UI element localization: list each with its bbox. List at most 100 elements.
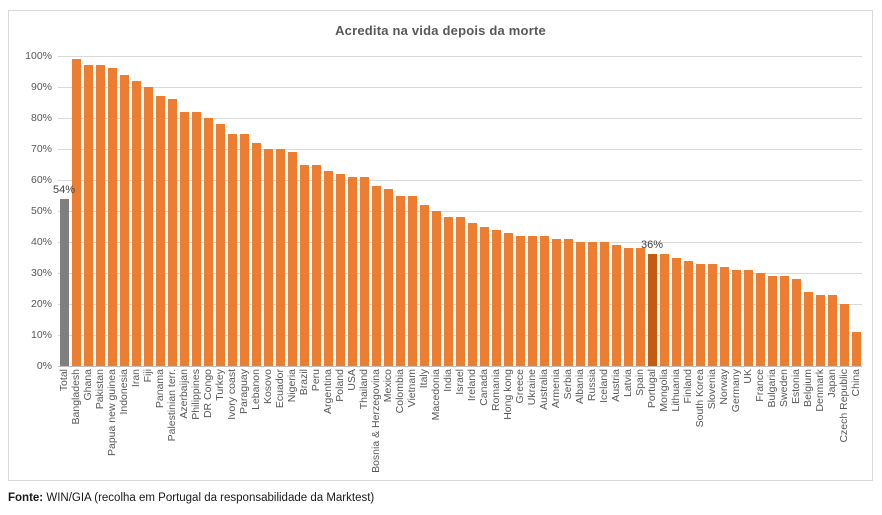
source-note: Fonte: WIN/GIA (recolha em Portugal da r… xyxy=(8,492,374,504)
bar-vietnam xyxy=(407,195,417,366)
x-label-ukraine: Ukraine xyxy=(526,369,538,406)
bar-ivory-coast xyxy=(227,133,237,366)
x-label-lebanon: Lebanon xyxy=(250,369,262,410)
bar-czech-republic xyxy=(839,304,849,366)
y-tick-label-0: 0% xyxy=(36,360,52,372)
bar-uk xyxy=(743,269,753,366)
bar-palestinian-terr xyxy=(167,99,177,366)
bar-japan xyxy=(827,294,837,366)
x-label-fiji: Fiji xyxy=(142,369,154,383)
x-label-germany: Germany xyxy=(730,369,742,413)
x-label-france: France xyxy=(754,369,766,402)
gridline-0 xyxy=(58,366,862,367)
bar-panama xyxy=(155,96,165,366)
bar-fiji xyxy=(143,87,153,366)
x-label-philippines: Philippines xyxy=(190,369,202,420)
x-label-ecuador: Ecuador xyxy=(274,369,286,409)
bar-lebanon xyxy=(251,142,261,366)
x-label-ireland: Ireland xyxy=(466,369,478,402)
bar-india xyxy=(443,217,453,366)
x-label-japan: Japan xyxy=(826,369,838,398)
x-label-latvia: Latvia xyxy=(622,369,634,398)
x-label-albania: Albania xyxy=(574,369,586,405)
y-tick-label-90: 90% xyxy=(30,81,52,93)
bar-bulgaria xyxy=(767,276,777,366)
x-label-mongolia: Mongolia xyxy=(658,369,670,412)
x-label-israel: Israel xyxy=(454,369,466,395)
bar-iceland xyxy=(599,242,609,366)
x-label-italy: Italy xyxy=(418,369,430,389)
bar-russia xyxy=(587,242,597,366)
bar-mexico xyxy=(383,189,393,366)
x-label-ivory-coast: Ivory coast xyxy=(226,369,238,420)
data-label-portugal: 36% xyxy=(640,239,664,252)
x-label-belgium: Belgium xyxy=(802,369,814,407)
bar-norway xyxy=(719,266,729,366)
bar-mongolia xyxy=(659,254,669,366)
bar-austria xyxy=(611,245,621,366)
x-label-greece: Greece xyxy=(514,369,526,404)
bar-armenia xyxy=(551,238,561,366)
bar-ireland xyxy=(467,223,477,366)
bar-canada xyxy=(479,226,489,366)
x-label-iran: Iran xyxy=(130,369,142,388)
x-label-south-korea: South Korea xyxy=(694,369,706,428)
y-tick-label-30: 30% xyxy=(30,267,52,279)
bar-belgium xyxy=(803,291,813,366)
bar-nigeria xyxy=(287,152,297,366)
data-label-total: 54% xyxy=(52,183,76,196)
y-tick-label-10: 10% xyxy=(30,329,52,341)
x-label-macedonia: Macedonia xyxy=(430,369,442,421)
bar-serbia xyxy=(563,238,573,366)
x-label-paraguay: Paraguay xyxy=(238,369,250,414)
y-tick-label-60: 60% xyxy=(30,174,52,186)
bar-kosovo xyxy=(263,149,273,366)
source-text: WIN/GIA (recolha em Portugal da responsa… xyxy=(43,492,375,504)
x-label-thailand: Thailand xyxy=(358,369,370,410)
bar-romania xyxy=(491,229,501,366)
x-label-mexico: Mexico xyxy=(382,369,394,403)
bar-turkey xyxy=(215,124,225,366)
y-tick-label-100: 100% xyxy=(25,50,52,62)
x-label-usa: USA xyxy=(346,369,358,391)
x-label-total: Total xyxy=(58,369,70,392)
bar-paraguay xyxy=(239,133,249,366)
x-label-argentina: Argentina xyxy=(322,369,334,414)
x-label-finland: Finland xyxy=(682,369,694,404)
gridline-60 xyxy=(58,180,862,181)
gridline-70 xyxy=(58,149,862,150)
x-label-indonesia: Indonesia xyxy=(118,369,130,415)
x-label-azerbaijan: Azerbaijan xyxy=(178,369,190,419)
bar-poland xyxy=(335,173,345,366)
chart-title: Acredita na vida depois da morte xyxy=(335,23,546,38)
bar-ecuador xyxy=(275,149,285,366)
bar-dr-congo xyxy=(203,118,213,366)
x-label-pakistan: Pakistan xyxy=(94,369,106,410)
bar-italy xyxy=(419,204,429,366)
bar-australia xyxy=(539,235,549,366)
x-label-romania: Romania xyxy=(490,369,502,412)
bar-israel xyxy=(455,217,465,366)
x-label-panama: Panama xyxy=(154,369,166,409)
bar-ukraine xyxy=(527,235,537,366)
x-label-norway: Norway xyxy=(718,369,730,405)
bar-papua-new-guinea xyxy=(107,68,117,366)
y-tick-label-50: 50% xyxy=(30,205,52,217)
bar-colombia xyxy=(395,195,405,366)
bar-pakistan xyxy=(95,65,105,366)
bar-total xyxy=(59,198,69,366)
x-label-palestinian-terr: Palestinian terr. xyxy=(166,369,178,442)
bar-albania xyxy=(575,242,585,366)
gridline-100 xyxy=(58,56,862,57)
x-label-ghana: Ghana xyxy=(82,369,94,401)
x-label-bulgaria: Bulgaria xyxy=(766,369,778,408)
bar-philippines xyxy=(191,111,201,366)
x-label-turkey: Turkey xyxy=(214,369,226,401)
x-label-lithuania: Lithuania xyxy=(670,369,682,412)
source-label: Fonte: xyxy=(8,492,44,504)
x-label-serbia: Serbia xyxy=(562,369,574,400)
x-label-armenia: Armenia xyxy=(550,369,562,409)
gridline-50 xyxy=(58,211,862,212)
bar-brazil xyxy=(299,164,309,366)
